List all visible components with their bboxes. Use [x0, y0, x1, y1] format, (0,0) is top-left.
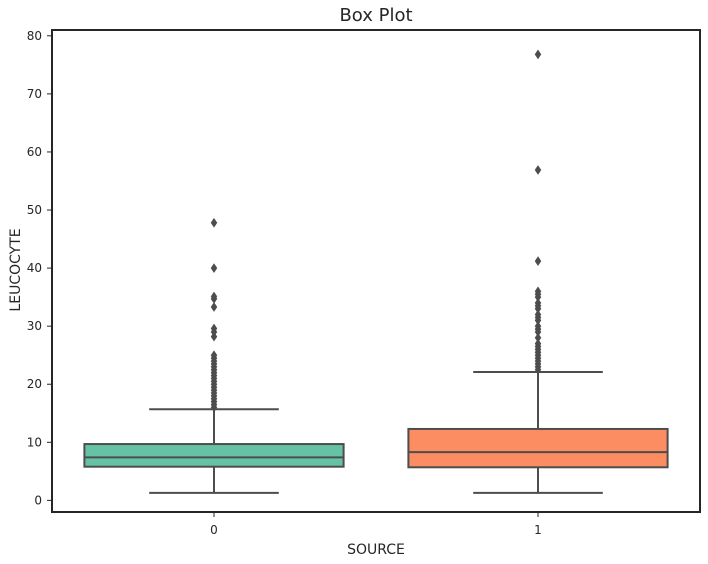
y-tick-label: 0 — [34, 493, 42, 507]
outlier-point — [210, 263, 218, 274]
outlier-point — [534, 256, 542, 267]
outlier-point — [210, 217, 218, 228]
plot-frame — [51, 29, 701, 513]
y-tick-label: 10 — [27, 435, 42, 449]
outlier-point — [534, 332, 542, 343]
outlier-point — [210, 302, 218, 312]
outlier-point — [534, 309, 542, 320]
chart-title: Box Plot — [339, 5, 412, 26]
box-group-0 — [83, 217, 345, 494]
y-tick-label: 60 — [27, 145, 42, 159]
box-group-1 — [407, 49, 669, 494]
x-axis-label: SOURCE — [347, 542, 405, 558]
iqr-box — [83, 443, 345, 468]
iqr-box — [407, 427, 669, 469]
outlier-point — [210, 323, 218, 334]
outlier-point — [534, 338, 542, 349]
y-axis-ticks: 0 10 20 30 40 50 60 70 80 — [27, 29, 52, 507]
y-axis-label: LEUCOCYTE — [8, 228, 24, 311]
outlier-point — [534, 286, 542, 297]
outlier-point — [534, 165, 542, 175]
outlier-point — [534, 297, 542, 308]
y-tick-label: 50 — [27, 203, 42, 217]
x-tick-label: 1 — [534, 523, 542, 537]
y-tick-label: 70 — [27, 87, 42, 101]
outlier-point — [210, 291, 218, 302]
x-tick-label: 0 — [210, 523, 218, 537]
y-tick-label: 80 — [27, 29, 42, 43]
outlier-point — [534, 321, 542, 332]
y-tick-label: 20 — [27, 377, 42, 391]
y-tick-label: 30 — [27, 319, 42, 333]
y-tick-label: 40 — [27, 261, 42, 275]
outlier-point — [210, 350, 218, 361]
boxes-layer — [83, 49, 669, 494]
outlier-point — [534, 49, 542, 60]
